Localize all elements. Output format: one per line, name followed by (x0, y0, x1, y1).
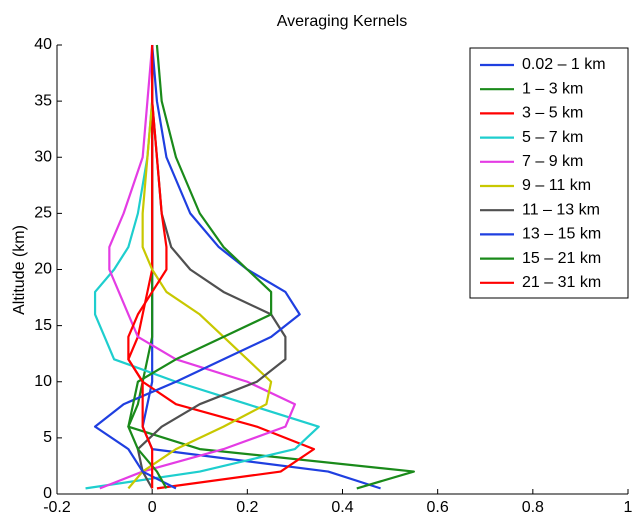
legend-label: 5 – 7 km (522, 129, 583, 146)
y-tick-label: 10 (34, 373, 52, 390)
series-line (127, 44, 273, 489)
y-tick-label: 30 (34, 148, 52, 165)
y-tick-label: 5 (43, 429, 52, 446)
x-tick-label: 0.6 (427, 499, 449, 516)
legend-label: 3 – 5 km (522, 105, 583, 122)
y-tick-label: 25 (34, 205, 52, 222)
y-tick-label: 15 (34, 317, 52, 334)
legend-label: 7 – 9 km (522, 153, 583, 170)
series-line (85, 45, 320, 490)
x-tick-label: 0.4 (331, 499, 353, 516)
series-line (136, 45, 287, 489)
y-tick-label: 35 (34, 92, 52, 109)
legend-label: 13 – 15 km (522, 226, 601, 243)
series-line (127, 45, 316, 490)
series-line (127, 45, 273, 490)
x-tick-label: 1 (624, 499, 633, 516)
y-axis-label: Altitude (km) (11, 225, 28, 315)
legend-label: 0.02 – 1 km (522, 56, 606, 73)
series-line (141, 45, 381, 490)
legend-label: 9 – 11 km (522, 177, 591, 194)
x-tick-label: 0 (148, 499, 157, 516)
chart-title: Averaging Kernels (277, 13, 407, 30)
legend-label: 1 – 3 km (522, 80, 583, 97)
y-tick-label: 20 (34, 261, 52, 278)
series-line (93, 44, 301, 490)
y-tick-label: 0 (43, 485, 52, 502)
legend-label: 11 – 13 km (522, 201, 600, 218)
legend-label: 15 – 21 km (522, 250, 601, 267)
series-line (127, 45, 168, 489)
legend-label: 21 – 31 km (522, 274, 601, 291)
x-tick-label: 0.2 (236, 499, 258, 516)
x-tick-label: -0.2 (43, 499, 71, 516)
y-tick-label: 40 (34, 36, 52, 53)
x-tick-label: 0.8 (522, 499, 544, 516)
